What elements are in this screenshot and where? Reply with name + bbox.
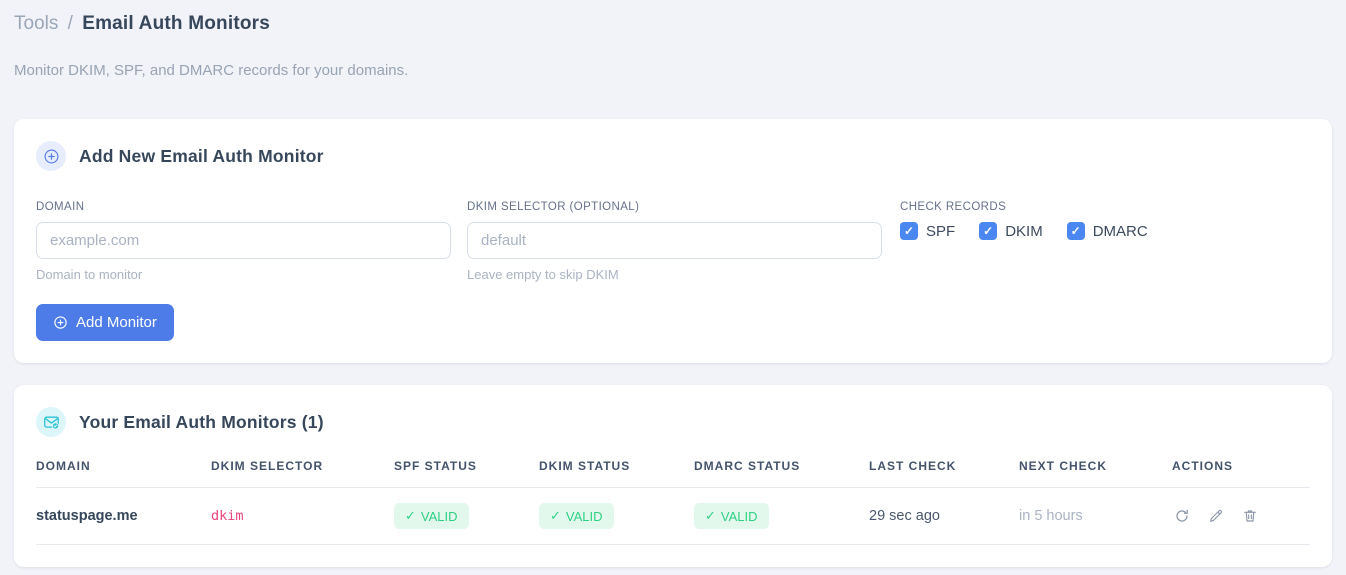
monitor-table-row: statuspage.me dkim ✓ VALID ✓ VALID (36, 487, 1310, 545)
trash-icon (1244, 510, 1256, 522)
plus-circle-icon (36, 141, 66, 171)
dmarc-checkbox-item[interactable]: ✓ DMARC (1066, 222, 1148, 240)
column-header-dmarc-status: DMARC STATUS (694, 459, 869, 488)
add-monitor-button-label: Add Monitor (76, 314, 157, 331)
check-records-options: ✓ SPF ✓ DKIM ✓ DMARC (900, 222, 1172, 240)
spf-checkbox[interactable]: ✓ (900, 222, 918, 240)
add-monitor-card: Add New Email Auth Monitor DOMAIN Domain… (14, 119, 1332, 363)
email-check-icon (36, 407, 66, 437)
column-header-actions: ACTIONS (1172, 459, 1310, 488)
column-header-dkim-status: DKIM STATUS (539, 459, 694, 488)
domain-helper-text: Domain to monitor (36, 267, 143, 282)
dkim-checkbox-item[interactable]: ✓ DKIM (979, 222, 1043, 240)
column-header-next-check: NEXT CHECK (1019, 459, 1172, 488)
spf-checkbox-item[interactable]: ✓ SPF (900, 222, 955, 240)
breadcrumb-tools-link[interactable]: Tools (14, 13, 59, 34)
delete-button[interactable] (1240, 506, 1260, 526)
monitors-card: Your Email Auth Monitors (1) DOMAIN DKIM… (14, 385, 1332, 567)
spf-checkbox-label: SPF (926, 222, 956, 240)
check-records-label: CHECK RECORDS (900, 201, 1007, 213)
domain-field-group: DOMAIN Domain to monitor (36, 201, 451, 282)
monitors-table: DOMAIN DKIM SELECTOR SPF STATUS DKIM STA… (36, 459, 1310, 545)
check-icon: ✓ (983, 224, 994, 238)
column-header-domain: DOMAIN (36, 459, 211, 488)
monitor-dkim-selector: dkim (211, 508, 244, 524)
check-icon: ✓ (1070, 224, 1081, 238)
check-icon: ✓ (903, 224, 915, 238)
breadcrumb-separator: / (67, 13, 73, 34)
monitor-domain: statuspage.me (36, 487, 211, 545)
check-icon: ✓ (550, 508, 561, 523)
plus-circle-icon (53, 315, 68, 330)
check-icon: ✓ (705, 508, 716, 523)
dmarc-status-badge: ✓ VALID (694, 503, 769, 529)
add-monitor-button[interactable]: Add Monitor (36, 304, 174, 341)
dkim-checkbox[interactable]: ✓ (979, 222, 998, 240)
page-header: Tools / Email Auth Monitors Monitor DKIM… (14, 12, 1332, 79)
add-monitor-card-header: Add New Email Auth Monitor (36, 141, 1310, 171)
monitor-last-check: 29 sec ago (869, 487, 1019, 545)
check-records-group: CHECK RECORDS ✓ SPF ✓ DKIM ✓ DMARC (900, 201, 1172, 240)
domain-input[interactable] (36, 222, 451, 259)
dkim-selector-helper-text: Leave empty to skip DKIM (467, 267, 619, 282)
column-header-last-check: LAST CHECK (869, 459, 1019, 488)
table-header-row: DOMAIN DKIM SELECTOR SPF STATUS DKIM STA… (36, 459, 1310, 488)
row-actions (1172, 506, 1310, 526)
dkim-status-badge: ✓ VALID (539, 503, 614, 529)
add-monitor-card-title: Add New Email Auth Monitor (79, 145, 324, 166)
refresh-button[interactable] (1172, 506, 1192, 526)
page-title: Email Auth Monitors (82, 13, 271, 34)
dkim-selector-input[interactable] (467, 222, 882, 259)
refresh-icon (1176, 509, 1188, 522)
add-monitor-form: DOMAIN Domain to monitor DKIM SELECTOR (… (36, 201, 1310, 282)
column-header-spf-status: SPF STATUS (394, 459, 539, 488)
dmarc-checkbox-label: DMARC (1092, 222, 1148, 240)
edit-button[interactable] (1206, 506, 1226, 526)
monitors-card-header: Your Email Auth Monitors (1) (36, 407, 1310, 437)
dkim-selector-field-group: DKIM SELECTOR (OPTIONAL) Leave empty to … (467, 201, 882, 282)
monitor-next-check: in 5 hours (1019, 487, 1172, 545)
check-icon: ✓ (405, 508, 416, 523)
pencil-icon (1210, 509, 1222, 522)
domain-label: DOMAIN (36, 201, 85, 213)
spf-status-badge: ✓ VALID (394, 503, 469, 529)
page-subtitle: Monitor DKIM, SPF, and DMARC records for… (14, 62, 409, 79)
column-header-dkim-selector: DKIM SELECTOR (211, 459, 394, 488)
breadcrumb: Tools / Email Auth Monitors (14, 12, 1332, 36)
dkim-checkbox-label: DKIM (1005, 222, 1043, 240)
monitors-card-title: Your Email Auth Monitors (1) (79, 411, 324, 432)
dkim-selector-label: DKIM SELECTOR (OPTIONAL) (467, 201, 640, 213)
dmarc-checkbox[interactable]: ✓ (1066, 222, 1085, 240)
